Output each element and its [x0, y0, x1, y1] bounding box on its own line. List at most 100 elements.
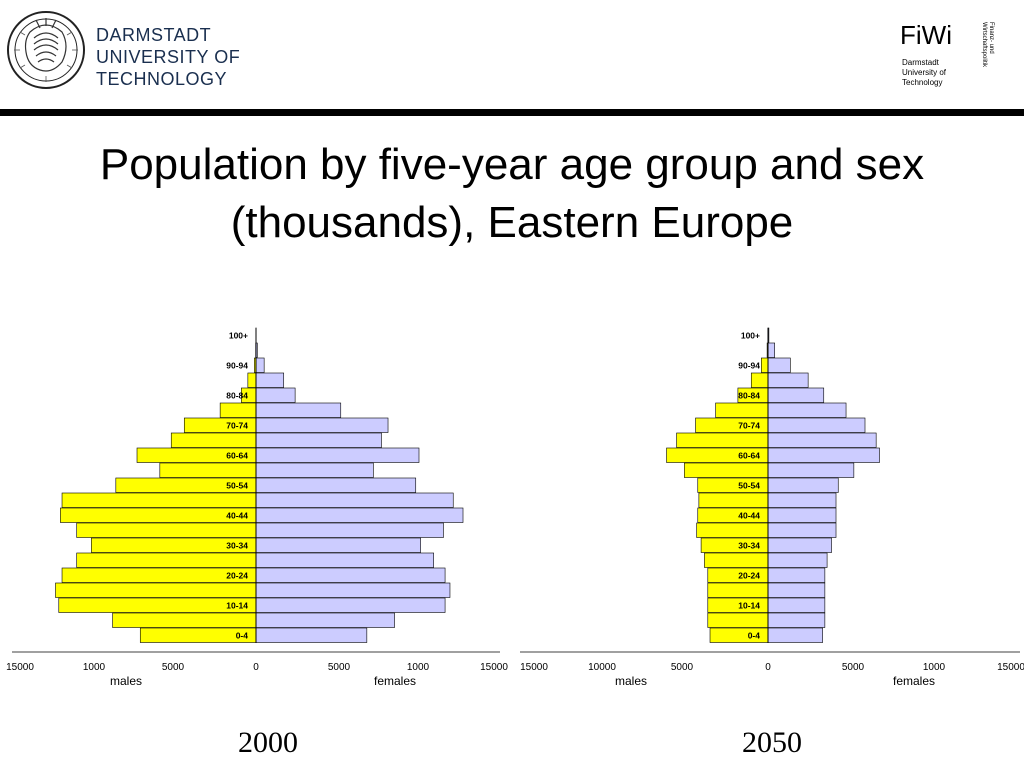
bar-male-75-79	[715, 402, 769, 418]
pyramid-chart-2050: 100+ 90-94 80-84 70-74 60-64 50-54 40-44 30-34 2…	[520, 327, 1024, 688]
age-label-20-24: 20-24	[738, 570, 760, 580]
bar-female-45-49	[255, 492, 454, 508]
bar-male-85-89	[247, 372, 257, 388]
bar-female-30-34	[767, 537, 832, 553]
fiwi-vertical-line-2: Wirtschaftspolitik	[981, 22, 987, 68]
age-label-10-14: 10-14	[738, 600, 760, 610]
age-label-30-34: 30-34	[738, 540, 760, 550]
age-label-20-24: 20-24	[226, 570, 248, 580]
age-label-100+: 100+	[229, 330, 248, 340]
x-tick-label: 5000	[842, 662, 865, 673]
bar-female-5-9	[767, 612, 826, 628]
x-tick-label: 0	[253, 662, 259, 673]
bar-male-25-29	[704, 552, 769, 568]
bar-female-50-54	[255, 477, 417, 493]
x-tick-label: 10000	[588, 662, 616, 673]
age-label-60-64: 60-64	[738, 450, 760, 460]
x-tick-label: 15000	[6, 662, 34, 673]
bar-female-75-79	[255, 402, 342, 418]
bar-female-35-39	[255, 522, 444, 538]
bar-female-20-24	[255, 567, 446, 583]
bar-female-40-44	[255, 507, 464, 523]
age-label-90-94: 90-94	[226, 360, 248, 370]
bar-female-10-14	[255, 597, 446, 613]
x-tick-label: 1000	[83, 662, 106, 673]
bar-female-40-44	[767, 507, 837, 523]
bar-female-65-69	[767, 432, 877, 448]
age-label-70-74: 70-74	[738, 420, 760, 430]
bar-female-0-4	[255, 627, 368, 643]
bar-female-85-89	[767, 372, 809, 388]
age-label-60-64: 60-64	[226, 450, 248, 460]
xlabel-females: females	[374, 674, 416, 688]
bar-female-80-84	[767, 387, 825, 403]
university-seal-logo	[7, 11, 85, 89]
bar-female-60-64	[255, 447, 420, 463]
x-tick-label: 1000	[923, 662, 946, 673]
x-tick-label: 5000	[328, 662, 351, 673]
bar-female-15-19	[255, 582, 451, 598]
x-tick-label: 1000	[407, 662, 430, 673]
bar-female-30-34	[255, 537, 421, 553]
x-tick-label: 5000	[162, 662, 185, 673]
header-divider	[0, 109, 1024, 116]
age-label-40-44: 40-44	[226, 510, 248, 520]
age-label-50-54: 50-54	[738, 480, 760, 490]
fiwi-sub-line-2: University of	[902, 68, 947, 77]
age-label-90-94: 90-94	[738, 360, 760, 370]
fiwi-title: FiWi	[900, 20, 952, 50]
bar-female-75-79	[767, 402, 847, 418]
university-line-1: DARMSTADT	[96, 25, 212, 45]
bar-female-60-64	[767, 447, 880, 463]
bar-male-5-9	[112, 612, 257, 628]
x-tick-label: 15000	[997, 662, 1024, 673]
bar-female-90-94	[767, 357, 791, 373]
fiwi-vertical-line-1: Finanz- und	[988, 22, 994, 54]
bar-female-25-29	[767, 552, 828, 568]
age-label-0-4: 0-4	[236, 630, 249, 640]
bar-male-25-29	[76, 552, 257, 568]
x-tick-label: 15000	[520, 662, 548, 673]
university-name: DARMSTADT UNIVERSITY OF TECHNOLOGY	[96, 24, 240, 90]
age-label-70-74: 70-74	[226, 420, 248, 430]
age-label-100+: 100+	[741, 330, 760, 340]
x-tick-label: 0	[765, 662, 771, 673]
fiwi-subtitle: Darmstadt University of Technology	[902, 58, 946, 88]
year-label-2050: 2050	[742, 726, 802, 759]
bar-female-80-84	[255, 387, 296, 403]
xlabel-males: males	[110, 674, 142, 688]
bar-female-25-29	[255, 552, 434, 568]
bar-male-85-89	[750, 372, 769, 388]
page-title: Population by five-year age group and se…	[0, 136, 1024, 252]
bar-male-35-39	[696, 522, 769, 538]
bar-male-15-19	[55, 582, 257, 598]
bar-female-15-19	[767, 582, 826, 598]
bar-male-45-49	[698, 492, 769, 508]
bar-female-5-9	[255, 612, 395, 628]
bar-female-95-99	[767, 342, 775, 358]
bar-female-70-74	[255, 417, 389, 433]
fiwi-sub-line-3: Technology	[902, 78, 943, 87]
bar-female-45-49	[767, 492, 837, 508]
xlabel-females: females	[893, 674, 935, 688]
bar-male-55-59	[159, 462, 257, 478]
age-label-80-84: 80-84	[226, 390, 248, 400]
age-label-50-54: 50-54	[226, 480, 248, 490]
age-label-10-14: 10-14	[226, 600, 248, 610]
bar-female-20-24	[767, 567, 826, 583]
title-line-2: (thousands), Eastern Europe	[230, 198, 794, 247]
x-tick-label: 15000	[480, 662, 508, 673]
bar-male-35-39	[76, 522, 257, 538]
bar-female-65-69	[255, 432, 382, 448]
bar-male-5-9	[707, 612, 769, 628]
bar-female-0-4	[767, 627, 823, 643]
bar-male-65-69	[676, 432, 769, 448]
pyramid-chart-2000: 100+ 90-94 80-84 70-74 60-64 50-54 40-44 30-34 2…	[6, 327, 508, 688]
university-line-2: UNIVERSITY OF	[96, 47, 241, 67]
year-label-2000: 2000	[238, 726, 298, 759]
fiwi-vertical-text: Finanz- und Wirtschaftspolitik	[980, 22, 994, 82]
xlabel-males: males	[615, 674, 647, 688]
age-label-40-44: 40-44	[738, 510, 760, 520]
bar-male-65-69	[170, 432, 257, 448]
bar-male-90-94	[761, 357, 769, 373]
